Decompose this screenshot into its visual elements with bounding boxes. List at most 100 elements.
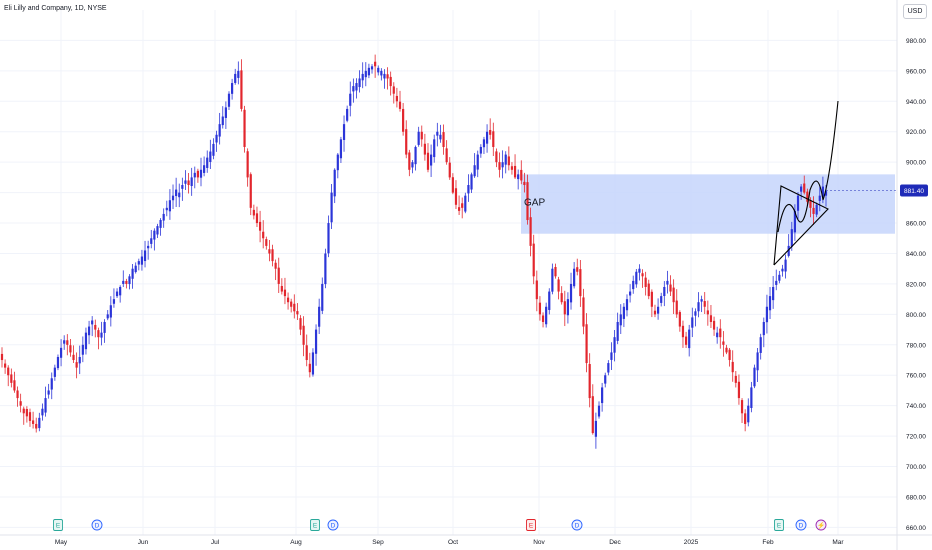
time-tick-label: Feb bbox=[762, 539, 774, 546]
pennant-triangle bbox=[773, 185, 829, 266]
candle bbox=[13, 371, 16, 393]
candle bbox=[548, 288, 551, 315]
price-tick-label: 760.00 bbox=[906, 373, 926, 380]
candle bbox=[137, 258, 140, 271]
candle bbox=[16, 386, 19, 407]
candle bbox=[342, 115, 346, 152]
candle bbox=[467, 174, 470, 202]
candle bbox=[423, 133, 426, 161]
candle bbox=[199, 157, 203, 187]
candle bbox=[753, 364, 756, 389]
candle bbox=[178, 183, 181, 208]
candle bbox=[19, 393, 22, 413]
candle bbox=[184, 170, 187, 190]
pattern-drawings bbox=[773, 100, 839, 266]
event-marker-split[interactable]: ⚡ bbox=[815, 519, 827, 531]
event-marker-dividend[interactable]: D bbox=[571, 519, 583, 531]
symbol-title[interactable]: Eli Lilly and Company, 1D, NYSE bbox=[4, 5, 107, 12]
candle bbox=[485, 124, 489, 153]
candle bbox=[411, 159, 414, 174]
event-marker-earnings[interactable]: E bbox=[774, 519, 784, 531]
candle bbox=[94, 319, 97, 338]
candle bbox=[513, 154, 517, 179]
candle bbox=[772, 276, 775, 309]
candle bbox=[582, 288, 585, 335]
currency-button[interactable]: USD bbox=[903, 4, 927, 19]
candle bbox=[314, 324, 318, 366]
event-marker-label: D bbox=[799, 522, 804, 529]
candle bbox=[476, 150, 479, 178]
candle bbox=[234, 68, 237, 85]
event-marker-dividend[interactable]: D bbox=[795, 519, 807, 531]
candle bbox=[115, 288, 119, 299]
price-axis[interactable]: 660.00 680.00 700.00 720.00 740.00 760.00 780.… bbox=[906, 38, 926, 532]
price-tick-label: 660.00 bbox=[906, 525, 926, 532]
candle bbox=[445, 140, 448, 165]
candle bbox=[4, 359, 7, 374]
candle bbox=[112, 288, 116, 308]
candle bbox=[100, 321, 103, 346]
candle bbox=[716, 326, 719, 344]
event-marker-earnings-miss[interactable]: E bbox=[526, 519, 536, 531]
candle bbox=[793, 204, 797, 241]
candle bbox=[268, 239, 271, 262]
candle bbox=[535, 270, 538, 312]
time-axis[interactable]: May Jun Jul Aug Sep Oct Nov Dec 2025 Feb Mar bbox=[55, 539, 845, 546]
last-price-tag-bg bbox=[900, 184, 928, 197]
candle bbox=[175, 177, 178, 208]
candle bbox=[541, 312, 545, 328]
candle bbox=[280, 278, 283, 295]
candle bbox=[451, 173, 454, 195]
event-marker-label: E bbox=[529, 522, 534, 529]
time-tick-label: Sep bbox=[372, 539, 384, 546]
candle bbox=[44, 386, 47, 417]
candle bbox=[103, 319, 106, 343]
event-marker-earnings[interactable]: E bbox=[53, 519, 63, 531]
candle bbox=[545, 302, 548, 328]
candle bbox=[688, 324, 691, 357]
event-marker-dividend[interactable]: D bbox=[327, 519, 339, 531]
candle bbox=[206, 150, 209, 173]
candle bbox=[299, 315, 302, 336]
candle bbox=[719, 319, 722, 349]
candle bbox=[243, 105, 246, 153]
event-marker-earnings[interactable]: E bbox=[310, 519, 320, 531]
candle bbox=[165, 200, 168, 217]
candle bbox=[56, 354, 60, 371]
time-tick-label: Jul bbox=[211, 539, 220, 546]
candle bbox=[35, 417, 38, 433]
candle bbox=[143, 240, 147, 268]
candle bbox=[190, 167, 193, 196]
candle bbox=[69, 339, 72, 357]
candle bbox=[498, 152, 501, 178]
candle bbox=[215, 130, 218, 152]
candle bbox=[159, 218, 162, 236]
candle bbox=[684, 331, 688, 348]
candle bbox=[47, 383, 50, 399]
candle bbox=[812, 196, 815, 225]
candle bbox=[87, 320, 91, 345]
candle bbox=[224, 101, 227, 130]
event-marker-dividend[interactable]: D bbox=[91, 519, 103, 531]
candle bbox=[560, 286, 563, 305]
candle bbox=[383, 69, 386, 89]
candle bbox=[131, 264, 134, 289]
candle bbox=[153, 228, 156, 251]
candle bbox=[744, 409, 747, 432]
candle bbox=[510, 162, 514, 175]
candle bbox=[604, 372, 607, 388]
candle bbox=[156, 223, 159, 238]
candle bbox=[290, 298, 293, 313]
candle bbox=[731, 350, 734, 382]
candle bbox=[302, 316, 305, 357]
candle bbox=[59, 339, 63, 367]
candle bbox=[551, 263, 554, 295]
candle bbox=[566, 292, 570, 324]
candle bbox=[482, 136, 486, 154]
candle bbox=[430, 144, 433, 177]
candle bbox=[72, 345, 75, 363]
candle bbox=[625, 294, 629, 317]
candle bbox=[274, 259, 277, 281]
candle bbox=[740, 398, 744, 423]
